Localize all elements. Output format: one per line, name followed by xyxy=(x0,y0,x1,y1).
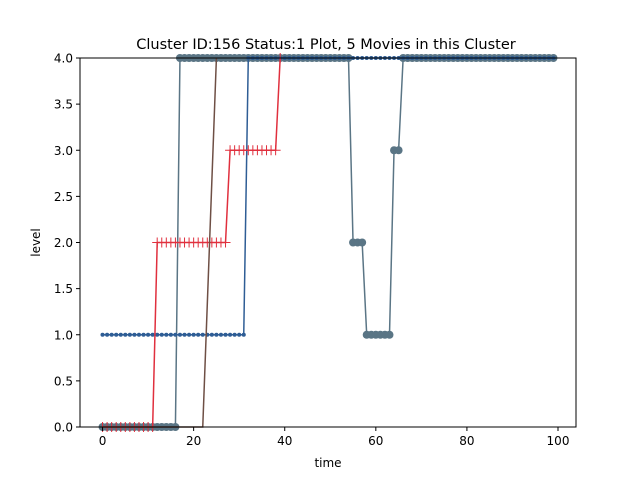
data-point xyxy=(358,238,367,247)
data-point xyxy=(123,332,128,337)
x-tick-label: 40 xyxy=(277,434,292,448)
tick-layer: 0 20 40 60 80 100 0.0 0.5 1.0 1.5 2.0 2.5 3.0 3.5 4.0 xyxy=(54,52,570,449)
data-point xyxy=(196,332,201,337)
data-point xyxy=(187,332,192,337)
series-1 xyxy=(100,55,556,337)
y-tick-label: 0.5 xyxy=(54,374,73,388)
y-tick-label: 3.5 xyxy=(54,98,73,112)
y-tick-label: 2.5 xyxy=(54,190,73,204)
data-point xyxy=(191,332,196,337)
data-point xyxy=(118,332,123,337)
x-axis-label: time xyxy=(314,456,341,470)
x-tick-label: 60 xyxy=(368,434,383,448)
series-line-1 xyxy=(102,57,554,336)
data-point xyxy=(394,146,403,155)
chart-title: Cluster ID:156 Status:1 Plot, 5 Movies i… xyxy=(136,37,515,53)
data-point xyxy=(141,332,146,337)
data-point xyxy=(164,332,169,337)
y-tick-label: 1.0 xyxy=(54,328,73,342)
data-point xyxy=(182,332,187,337)
x-tick-label: 100 xyxy=(547,434,570,448)
data-point xyxy=(109,332,114,337)
data-point xyxy=(168,332,173,337)
y-tick-label: 1.5 xyxy=(54,282,73,296)
y-tick-label: 3.0 xyxy=(54,144,73,158)
data-point xyxy=(223,332,228,337)
data-point xyxy=(232,332,237,337)
data-point xyxy=(132,332,137,337)
x-tick-label: 0 xyxy=(99,434,107,448)
data-point xyxy=(127,332,132,337)
data-point xyxy=(237,332,242,337)
y-axis-label: level xyxy=(29,228,43,257)
data-point xyxy=(155,332,160,337)
data-point xyxy=(114,332,119,337)
y-tick-label: 4.0 xyxy=(54,52,73,66)
y-tick-label: 0.0 xyxy=(54,421,73,435)
series-layer xyxy=(97,53,558,432)
y-tick-label: 2.0 xyxy=(54,236,73,250)
data-point xyxy=(146,332,151,337)
data-point xyxy=(214,332,219,337)
data-point xyxy=(136,332,142,337)
data-point xyxy=(177,332,183,337)
data-point xyxy=(228,332,233,337)
data-point xyxy=(100,332,105,337)
data-point xyxy=(209,332,214,337)
data-point xyxy=(385,330,394,339)
x-tick-label: 20 xyxy=(186,434,201,448)
data-point xyxy=(270,145,281,156)
x-tick-label: 80 xyxy=(459,434,474,448)
data-point xyxy=(105,332,110,337)
data-point xyxy=(241,332,246,337)
series-2 xyxy=(97,53,286,432)
data-point xyxy=(150,332,155,337)
data-point xyxy=(159,332,164,337)
data-point xyxy=(173,332,178,337)
data-point xyxy=(200,332,205,337)
data-point xyxy=(220,237,231,248)
data-point xyxy=(218,332,224,337)
